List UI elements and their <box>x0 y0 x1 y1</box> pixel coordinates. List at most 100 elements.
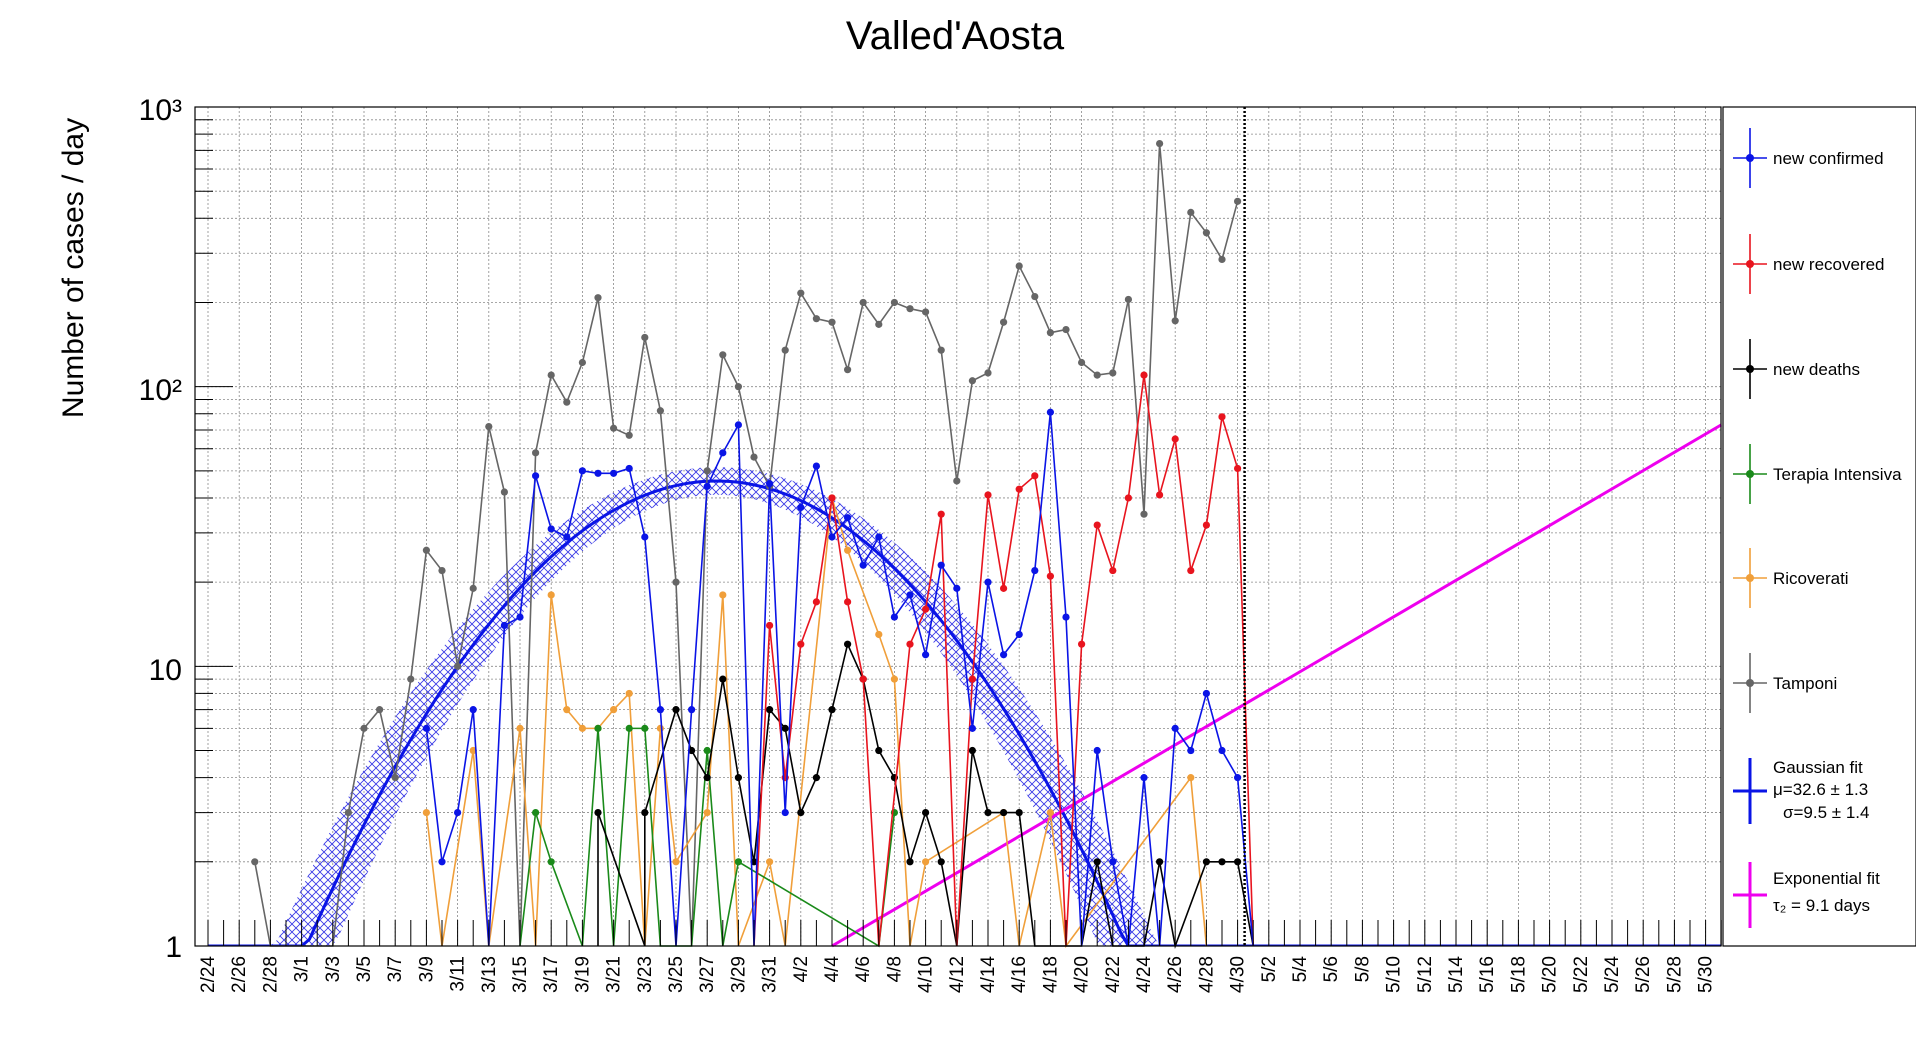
data-point-new-recovered <box>812 598 821 606</box>
data-point-ricoverati <box>875 630 883 639</box>
data-point-new-confirmed <box>984 578 992 586</box>
data-point-new-deaths <box>734 774 743 782</box>
data-point-new-deaths <box>1093 858 1101 866</box>
data-point-ricoverati <box>766 858 774 866</box>
x-tick-label: 5/22 <box>1571 956 1592 993</box>
data-point-tamponi <box>578 358 587 367</box>
data-point-ricoverati <box>844 546 852 554</box>
data-point-new-recovered <box>1140 371 1148 379</box>
data-point-new-deaths <box>672 706 680 714</box>
data-point-new-confirmed <box>1140 774 1148 782</box>
data-point-new-confirmed <box>766 480 774 488</box>
data-point-new-confirmed <box>625 464 633 473</box>
data-point-tamponi <box>750 453 758 461</box>
data-point-new-confirmed <box>875 533 883 541</box>
x-tick-label: 2/26 <box>229 956 250 993</box>
data-point-new-deaths <box>766 706 774 714</box>
data-point-new-recovered <box>1171 435 1179 443</box>
data-point-new-confirmed <box>1202 689 1210 698</box>
data-point-new-deaths <box>968 746 977 755</box>
legend-item-new-confirmed: new confirmed <box>1733 128 1884 188</box>
data-point-tamponi <box>547 371 555 379</box>
data-point-new-recovered <box>1234 464 1242 473</box>
data-point-tamponi <box>719 351 727 359</box>
data-point-new-confirmed <box>844 514 852 522</box>
data-point-tamponi <box>984 369 992 377</box>
x-tick-label: 3/5 <box>354 956 375 982</box>
x-tick-label: 5/30 <box>1696 956 1717 993</box>
data-point-tamponi <box>890 298 899 307</box>
data-point-ricoverati <box>563 706 571 714</box>
data-point-tamponi <box>1000 318 1008 326</box>
x-tick-label: 3/31 <box>760 956 781 993</box>
data-point-tamponi <box>703 467 711 475</box>
data-point-tamponi <box>1187 208 1195 216</box>
x-tick-label: 5/10 <box>1384 956 1405 993</box>
data-point-tamponi <box>844 366 852 374</box>
data-point-new-recovered <box>1124 494 1132 502</box>
data-point-new-confirmed <box>1062 613 1070 621</box>
data-point-tamponi <box>1234 197 1242 205</box>
legend-item-ricoverati: Ricoverati <box>1733 548 1849 608</box>
data-point-new-confirmed <box>422 724 430 732</box>
y-tick-label: 10³ <box>139 94 182 127</box>
x-tick-label: 3/1 <box>292 956 313 982</box>
data-point-new-recovered <box>1093 521 1101 529</box>
x-tick-label: 4/14 <box>978 956 999 993</box>
data-point-new-recovered <box>1156 491 1164 499</box>
data-point-tamponi <box>1202 229 1210 237</box>
data-point-terapia-intensiva <box>625 724 633 732</box>
data-point-tamponi <box>485 422 493 431</box>
x-tick-label: 4/22 <box>1103 956 1124 993</box>
data-point-new-confirmed <box>859 561 867 569</box>
data-point-new-recovered <box>1202 521 1210 529</box>
data-point-tamponi <box>625 431 633 439</box>
data-point-new-recovered <box>1078 640 1086 648</box>
data-point-new-deaths <box>781 724 789 732</box>
data-point-new-confirmed <box>1109 858 1117 866</box>
data-point-tamponi <box>672 578 680 586</box>
data-point-new-recovered <box>828 494 836 502</box>
data-point-ricoverati <box>703 808 711 817</box>
data-point-terapia-intensiva <box>703 746 711 755</box>
data-point-tamponi <box>937 346 945 354</box>
data-point-tamponi <box>469 584 477 592</box>
legend-marker-dot <box>1746 470 1754 478</box>
data-point-new-deaths <box>828 706 836 714</box>
x-tick-label: 5/4 <box>1290 956 1311 983</box>
data-point-new-confirmed <box>516 613 524 621</box>
data-point-ricoverati <box>578 724 587 732</box>
data-point-new-recovered <box>922 605 930 613</box>
data-point-tamponi <box>1046 329 1054 337</box>
series-line-new-recovered <box>753 374 1254 947</box>
data-point-tamponi <box>875 320 883 328</box>
data-point-new-deaths <box>844 640 852 648</box>
data-point-ricoverati <box>1046 808 1054 817</box>
data-point-new-confirmed <box>1046 408 1054 416</box>
x-tick-label: 5/14 <box>1446 956 1467 993</box>
data-point-tamponi <box>1218 255 1226 264</box>
legend-label: new confirmed <box>1773 149 1884 168</box>
data-point-new-recovered <box>844 598 852 606</box>
data-point-new-confirmed <box>922 651 930 659</box>
data-point-new-deaths <box>1234 858 1242 866</box>
gaussian-fit-curve <box>208 479 1721 946</box>
x-tick-label: 5/18 <box>1508 956 1529 993</box>
x-tick-label: 5/24 <box>1602 956 1623 993</box>
x-tick-label: 5/28 <box>1664 956 1685 993</box>
legend-label: Terapia Intensiva <box>1773 465 1902 484</box>
data-point-tamponi <box>953 477 961 485</box>
x-tick-label: 3/27 <box>697 956 718 993</box>
data-point-new-recovered <box>968 675 977 683</box>
data-point-new-confirmed <box>547 525 555 533</box>
data-point-new-deaths <box>922 808 930 817</box>
gaussian-fit-band <box>208 467 1721 946</box>
x-tick-label: 5/20 <box>1540 956 1561 993</box>
x-tick-label: 3/19 <box>572 956 593 993</box>
data-point-new-confirmed <box>719 449 727 457</box>
legend-label: Gaussian fit <box>1773 758 1863 777</box>
data-point-tamponi <box>454 662 462 670</box>
x-tick-label: 3/25 <box>666 956 687 993</box>
x-tick-label: 4/24 <box>1134 956 1155 993</box>
data-point-new-deaths <box>1015 808 1023 817</box>
